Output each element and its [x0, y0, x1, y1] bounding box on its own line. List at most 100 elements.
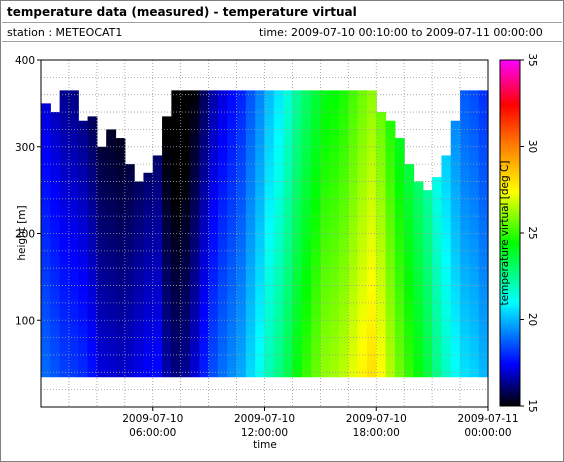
heatmap-cell: [348, 220, 359, 230]
heatmap-cell: [162, 133, 172, 144]
heatmap-cell: [68, 298, 79, 308]
heatmap-cell: [217, 168, 228, 178]
heatmap-cell: [152, 155, 163, 161]
heatmap-cell: [339, 107, 349, 117]
heatmap-cell: [59, 289, 70, 300]
heatmap-cell: [50, 229, 61, 239]
heatmap-cell: [357, 151, 368, 161]
heatmap-cell: [311, 211, 321, 222]
heatmap-cell: [152, 341, 163, 352]
heatmap-cell: [478, 350, 489, 360]
heatmap-cell: [460, 203, 470, 213]
heatmap-cell: [68, 203, 79, 213]
heatmap-cell: [143, 263, 154, 274]
heatmap-cell: [162, 237, 172, 248]
heatmap-cell: [413, 211, 424, 222]
heatmap-cell: [339, 194, 349, 204]
heatmap-cell: [357, 133, 368, 144]
heatmap-cell: [264, 307, 275, 317]
heatmap-cell: [292, 324, 303, 334]
heatmap-cell: [78, 272, 89, 282]
heatmap-cell: [68, 220, 79, 230]
heatmap-cell: [78, 359, 89, 369]
heatmap-cell: [292, 272, 303, 282]
heatmap-cell: [385, 367, 396, 378]
heatmap-cell: [68, 367, 79, 378]
heatmap-cell: [413, 220, 424, 230]
heatmap-cell: [394, 315, 405, 326]
heatmap-cell: [292, 229, 303, 239]
heatmap-cell: [385, 133, 396, 144]
heatmap-cell: [199, 298, 210, 308]
heatmap-cell: [87, 237, 98, 248]
heatmap-cell: [404, 203, 415, 213]
heatmap-cell: [301, 90, 312, 100]
heatmap-cell: [227, 125, 238, 135]
heatmap-cell: [134, 359, 145, 369]
heatmap-cell: [245, 99, 256, 109]
heatmap-cell: [199, 168, 210, 178]
heatmap-cell: [208, 298, 219, 308]
heatmap-cell: [283, 90, 294, 100]
heatmap-cell: [134, 211, 145, 222]
heatmap-cell: [217, 185, 228, 196]
heatmap-cell: [283, 168, 294, 178]
heatmap-cell: [339, 229, 349, 239]
heatmap-cell: [376, 151, 387, 161]
heatmap-cell: [292, 333, 303, 343]
heatmap-cell: [50, 151, 61, 161]
heatmap-cell: [460, 263, 470, 274]
heatmap-cell: [422, 341, 433, 352]
heatmap-cell: [171, 220, 182, 230]
heatmap-cell: [348, 255, 359, 265]
heatmap-cell: [478, 263, 489, 274]
heatmap-cell: [106, 263, 117, 274]
heatmap-cell: [460, 159, 470, 170]
heatmap-cell: [348, 168, 359, 178]
heatmap-cell: [292, 281, 303, 291]
heatmap-cell: [227, 324, 238, 334]
heatmap-cell: [460, 298, 470, 308]
heatmap-cell: [469, 177, 480, 187]
heatmap-cell: [432, 272, 443, 282]
heatmap-cell: [78, 168, 89, 178]
heatmap-cell: [41, 103, 51, 109]
heatmap-cell: [311, 289, 321, 300]
heatmap-cell: [199, 125, 210, 135]
heatmap-cell: [96, 151, 107, 161]
heatmap-cell: [292, 185, 303, 196]
heatmap-cell: [273, 272, 284, 282]
heatmap-cell: [460, 116, 470, 126]
heatmap-cell: [394, 203, 405, 213]
heatmap-cell: [376, 194, 387, 204]
heatmap-cell: [320, 367, 331, 378]
heatmap-cell: [50, 359, 61, 369]
heatmap-cell: [301, 281, 312, 291]
heatmap-cell: [199, 177, 210, 187]
heatmap-cell: [301, 133, 312, 144]
heatmap-cell: [255, 255, 266, 265]
heatmap-cell: [41, 324, 51, 334]
heatmap-cell: [217, 194, 228, 204]
heatmap-cell: [376, 142, 387, 152]
heatmap-cell: [469, 99, 480, 109]
heatmap-cell: [68, 229, 79, 239]
heatmap-cell: [124, 333, 135, 343]
heatmap-cell: [199, 159, 210, 170]
heatmap-cell: [68, 359, 79, 369]
heatmap-cell: [292, 151, 303, 161]
heatmap-cell: [227, 168, 238, 178]
heatmap-cell: [292, 194, 303, 204]
heatmap-cell: [311, 99, 321, 109]
heatmap-cell: [413, 289, 424, 300]
heatmap-cell: [394, 220, 405, 230]
heatmap-cell: [236, 359, 247, 369]
heatmap-cell: [68, 237, 79, 248]
heatmap-cell: [376, 263, 387, 274]
heatmap-cell: [227, 107, 238, 117]
heatmap-cell: [106, 220, 117, 230]
heatmap-cell: [292, 177, 303, 187]
heatmap-cell: [460, 324, 470, 334]
heatmap-cell: [227, 151, 238, 161]
heatmap-cell: [227, 159, 238, 170]
